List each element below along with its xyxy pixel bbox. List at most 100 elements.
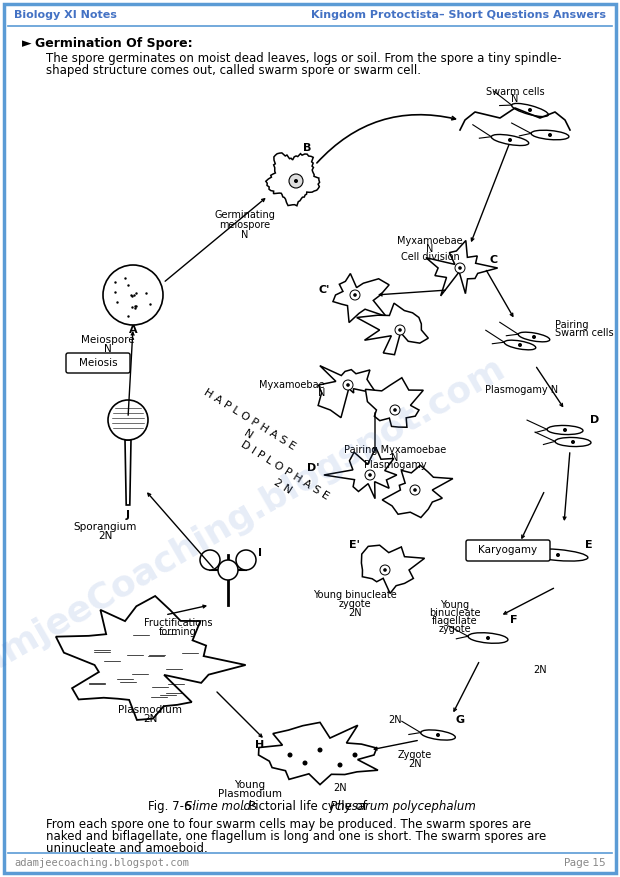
- Circle shape: [390, 405, 400, 415]
- Text: . Pictorial life cycle of: . Pictorial life cycle of: [241, 800, 371, 813]
- Text: D: D: [590, 415, 600, 425]
- Circle shape: [563, 428, 567, 432]
- Text: 2N: 2N: [143, 714, 157, 724]
- Circle shape: [337, 762, 342, 767]
- Text: Physarum polycephalum: Physarum polycephalum: [330, 800, 476, 813]
- Text: Kingdom Protoctista– Short Questions Answers: Kingdom Protoctista– Short Questions Ans…: [311, 10, 606, 20]
- Text: J: J: [126, 510, 130, 520]
- Text: flagellate: flagellate: [432, 616, 478, 626]
- Circle shape: [343, 380, 353, 390]
- Text: Young: Young: [440, 600, 469, 610]
- Ellipse shape: [531, 130, 569, 139]
- Circle shape: [436, 733, 440, 737]
- Text: N: N: [242, 429, 254, 441]
- Text: C': C': [319, 285, 330, 295]
- Text: N: N: [241, 230, 249, 240]
- Text: AdamjeeCoaching.blogspot.com: AdamjeeCoaching.blogspot.com: [0, 352, 512, 708]
- Text: A: A: [129, 325, 137, 335]
- Text: B: B: [303, 143, 311, 153]
- Text: Germination Of Spore:: Germination Of Spore:: [35, 37, 193, 50]
- Text: Young: Young: [234, 780, 265, 790]
- Circle shape: [455, 263, 465, 273]
- Polygon shape: [266, 153, 320, 206]
- Polygon shape: [361, 545, 425, 594]
- Text: D': D': [308, 463, 320, 473]
- Circle shape: [393, 408, 397, 412]
- Text: Biology XI Notes: Biology XI Notes: [14, 10, 117, 20]
- Text: Karyogamy: Karyogamy: [479, 545, 538, 555]
- Circle shape: [294, 179, 298, 183]
- Circle shape: [218, 560, 238, 580]
- Text: C: C: [490, 255, 498, 265]
- Ellipse shape: [555, 438, 591, 446]
- Text: 2N: 2N: [533, 665, 547, 675]
- Text: N: N: [427, 244, 433, 254]
- Circle shape: [508, 138, 512, 142]
- Text: adamjeecoaching.blogspot.com: adamjeecoaching.blogspot.com: [14, 858, 189, 868]
- Polygon shape: [324, 447, 397, 499]
- Text: D I P L O P H A S E: D I P L O P H A S E: [239, 438, 331, 502]
- Circle shape: [103, 265, 163, 325]
- Circle shape: [458, 267, 462, 270]
- Text: Fructifications: Fructifications: [144, 618, 212, 628]
- Polygon shape: [426, 240, 498, 296]
- Polygon shape: [125, 440, 131, 505]
- Ellipse shape: [491, 134, 529, 146]
- Polygon shape: [356, 303, 428, 354]
- Circle shape: [528, 108, 532, 112]
- Ellipse shape: [528, 549, 588, 561]
- Circle shape: [398, 328, 402, 332]
- Circle shape: [317, 747, 322, 752]
- Text: 2N: 2N: [348, 608, 362, 618]
- Polygon shape: [318, 366, 376, 417]
- Text: Sporangium: Sporangium: [73, 522, 136, 532]
- Text: F: F: [510, 615, 518, 625]
- Circle shape: [518, 343, 522, 347]
- Text: Germinating: Germinating: [215, 210, 275, 220]
- Circle shape: [368, 474, 372, 477]
- Circle shape: [410, 485, 420, 495]
- Circle shape: [200, 550, 220, 570]
- Circle shape: [571, 440, 575, 444]
- Text: Plasmogamy N: Plasmogamy N: [485, 385, 558, 395]
- Text: H: H: [255, 740, 264, 750]
- Polygon shape: [259, 723, 378, 785]
- Circle shape: [380, 565, 390, 575]
- Ellipse shape: [547, 425, 583, 434]
- Text: binucleate: binucleate: [429, 608, 480, 618]
- Text: Myxamoebae: Myxamoebae: [259, 380, 325, 390]
- Text: Zygote: Zygote: [398, 750, 432, 760]
- Circle shape: [289, 174, 303, 188]
- Circle shape: [365, 470, 375, 480]
- Text: The spore germinates on moist dead leaves, logs or soil. From the spore a tiny s: The spore germinates on moist dead leave…: [46, 52, 562, 65]
- Ellipse shape: [420, 730, 455, 740]
- FancyBboxPatch shape: [466, 540, 550, 561]
- Text: meiospore: meiospore: [219, 220, 270, 230]
- Text: 2 N: 2 N: [272, 477, 294, 496]
- Text: Page 15: Page 15: [564, 858, 606, 868]
- Text: Slime molds: Slime molds: [185, 800, 257, 813]
- Text: Plasmogamy: Plasmogamy: [364, 460, 427, 470]
- Text: E': E': [349, 540, 360, 550]
- Text: Meiospore: Meiospore: [81, 335, 135, 345]
- Circle shape: [556, 553, 560, 557]
- Polygon shape: [56, 596, 246, 720]
- Circle shape: [395, 325, 405, 335]
- Text: naked and biflagellate, one flagellum is long and one is short. The swarm spores: naked and biflagellate, one flagellum is…: [46, 830, 546, 843]
- Text: From each spore one to four swarm cells may be produced. The swarm spores are: From each spore one to four swarm cells …: [46, 818, 531, 831]
- Text: N: N: [104, 344, 112, 354]
- Text: uninucleate and amoeboid.: uninucleate and amoeboid.: [46, 842, 208, 855]
- Circle shape: [548, 133, 552, 137]
- Circle shape: [350, 290, 360, 300]
- Text: forming: forming: [159, 627, 197, 637]
- Text: 2N: 2N: [98, 531, 112, 541]
- Text: 2N: 2N: [333, 783, 347, 793]
- Circle shape: [486, 636, 490, 640]
- Text: G: G: [455, 715, 464, 725]
- Text: Young binucleate: Young binucleate: [313, 590, 397, 600]
- Text: N: N: [512, 94, 519, 104]
- Text: zygote: zygote: [339, 599, 371, 609]
- Text: Swarm cells: Swarm cells: [485, 87, 544, 97]
- Text: H A P L O P H A S E: H A P L O P H A S E: [202, 388, 298, 453]
- Circle shape: [346, 383, 350, 387]
